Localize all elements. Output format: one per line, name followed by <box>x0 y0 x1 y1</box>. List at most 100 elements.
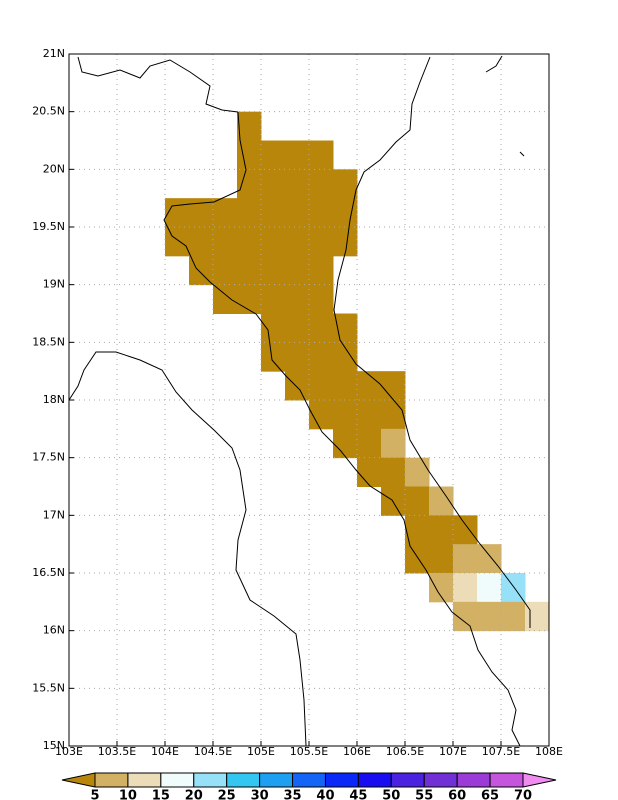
grid-cell <box>429 544 454 574</box>
grid-cell <box>261 313 286 343</box>
colorbar-label: 70 <box>514 789 532 800</box>
grid-cell <box>309 284 334 314</box>
grid-cell <box>261 140 286 170</box>
colorbar-label: 20 <box>185 789 203 800</box>
grid-cell <box>285 284 310 314</box>
grid-cell <box>333 428 358 459</box>
y-tick-label: 16.5N <box>32 566 65 579</box>
grid-cell <box>381 371 406 401</box>
colorbar-box <box>489 772 524 788</box>
grid-cell <box>309 313 334 343</box>
grid-cell <box>261 342 286 372</box>
coastline <box>333 56 531 628</box>
x-tick-label: 104.5E <box>194 745 232 758</box>
y-tick-label: 16N <box>43 624 65 637</box>
colorbar-box <box>292 772 326 788</box>
grid-cell <box>333 169 358 199</box>
grid-cell <box>213 284 238 314</box>
grid-cell <box>261 198 286 228</box>
colorbar-box <box>259 772 294 788</box>
grid-cell <box>237 255 262 286</box>
grid-cell <box>453 573 478 603</box>
grid-cell <box>165 198 190 228</box>
colorbar-label: 5 <box>90 789 99 800</box>
y-tick-label: 20.5N <box>32 105 65 118</box>
grid-cell <box>309 140 334 170</box>
grid-cell <box>357 400 382 430</box>
grid-cell <box>237 284 262 314</box>
colorbar-label: 35 <box>283 789 301 800</box>
grid-cell <box>405 486 430 516</box>
grid-cell <box>237 198 262 228</box>
x-tick-label: 106E <box>343 745 371 758</box>
coastlines <box>68 55 531 747</box>
colorbar-box <box>160 772 195 788</box>
grid-cell <box>285 255 310 286</box>
grid-cell <box>333 342 358 372</box>
colorbar-label: 45 <box>349 789 367 800</box>
coastline <box>77 56 239 113</box>
grid-cell <box>285 169 310 199</box>
grid-cell <box>453 515 478 545</box>
grid-cell <box>213 198 238 228</box>
grid-cell <box>261 227 286 257</box>
y-tick-label: 21N <box>43 47 65 60</box>
colorbar-high <box>522 772 557 788</box>
grid-cell <box>309 255 334 286</box>
grid-cell <box>381 400 406 430</box>
colorbar-box <box>193 772 228 788</box>
grid-cell <box>405 515 430 545</box>
y-tick-label: 19N <box>43 278 65 291</box>
colorbar-box <box>423 772 458 788</box>
grid-cell <box>309 342 334 372</box>
grid-cell <box>333 313 358 343</box>
colorbar-label: 40 <box>316 789 334 800</box>
colorbar-box <box>390 772 425 788</box>
grid-cell <box>309 371 334 401</box>
x-tick-label: 108E <box>535 745 563 758</box>
grid-cell <box>285 140 310 170</box>
grid-cell <box>237 227 262 257</box>
grid-cell <box>357 428 382 459</box>
grid-cell <box>333 400 358 430</box>
grid-cell <box>309 169 334 199</box>
grid-cell <box>213 255 238 286</box>
grid-cell <box>477 601 502 632</box>
colorbar-label: 65 <box>481 789 499 800</box>
grid-cell <box>165 227 190 257</box>
grid-cell <box>261 284 286 314</box>
x-tick-label: 105.5E <box>290 745 328 758</box>
y-tick-label: 17.5N <box>32 451 65 464</box>
grid-cell <box>261 169 286 199</box>
data-cells <box>165 111 550 632</box>
colorbar-label: 15 <box>152 789 170 800</box>
grid-cell <box>261 255 286 286</box>
grid-cell <box>405 457 430 487</box>
y-tick-label: 17N <box>43 508 65 521</box>
grid-cell <box>309 227 334 257</box>
grid-cell <box>429 515 454 545</box>
grid-cell <box>285 342 310 372</box>
x-tick-label: 107.5E <box>482 745 520 758</box>
grid-cell <box>357 457 382 487</box>
colorbar-label: 10 <box>119 789 137 800</box>
y-tick-label: 15.5N <box>32 681 65 694</box>
colorbar: 5 10 15 20 25 30 35 40 45 50 55 60 65 70 <box>61 772 557 800</box>
grid-cell <box>477 544 502 574</box>
colorbar-box <box>127 772 162 788</box>
grid-cell <box>429 573 454 603</box>
grid-cell <box>525 601 550 632</box>
coastline <box>485 55 525 157</box>
y-tick-label: 19.5N <box>32 220 65 233</box>
colorbar-label: 25 <box>218 789 236 800</box>
x-tick-label: 104E <box>151 745 179 758</box>
colorbar-box <box>357 772 392 788</box>
colorbar-box <box>94 772 129 788</box>
colorbar-low <box>61 772 96 788</box>
axes: 103E 103.5E 104E 104.5E 105E 105.5E 106E 106.5E… <box>32 47 563 758</box>
grid-cell <box>381 428 406 459</box>
x-tick-label: 103E <box>55 745 83 758</box>
colorbar-label: 30 <box>251 789 269 800</box>
x-tick-label: 103.5E <box>98 745 136 758</box>
